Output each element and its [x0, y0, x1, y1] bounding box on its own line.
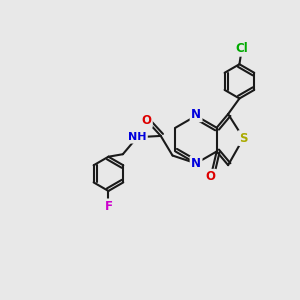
Text: N: N [191, 157, 201, 170]
Text: S: S [239, 132, 248, 145]
Text: F: F [104, 200, 112, 213]
Text: Cl: Cl [236, 42, 248, 55]
Text: NH: NH [128, 132, 146, 142]
Text: O: O [141, 114, 152, 127]
Text: O: O [206, 170, 216, 183]
Text: N: N [191, 108, 201, 121]
